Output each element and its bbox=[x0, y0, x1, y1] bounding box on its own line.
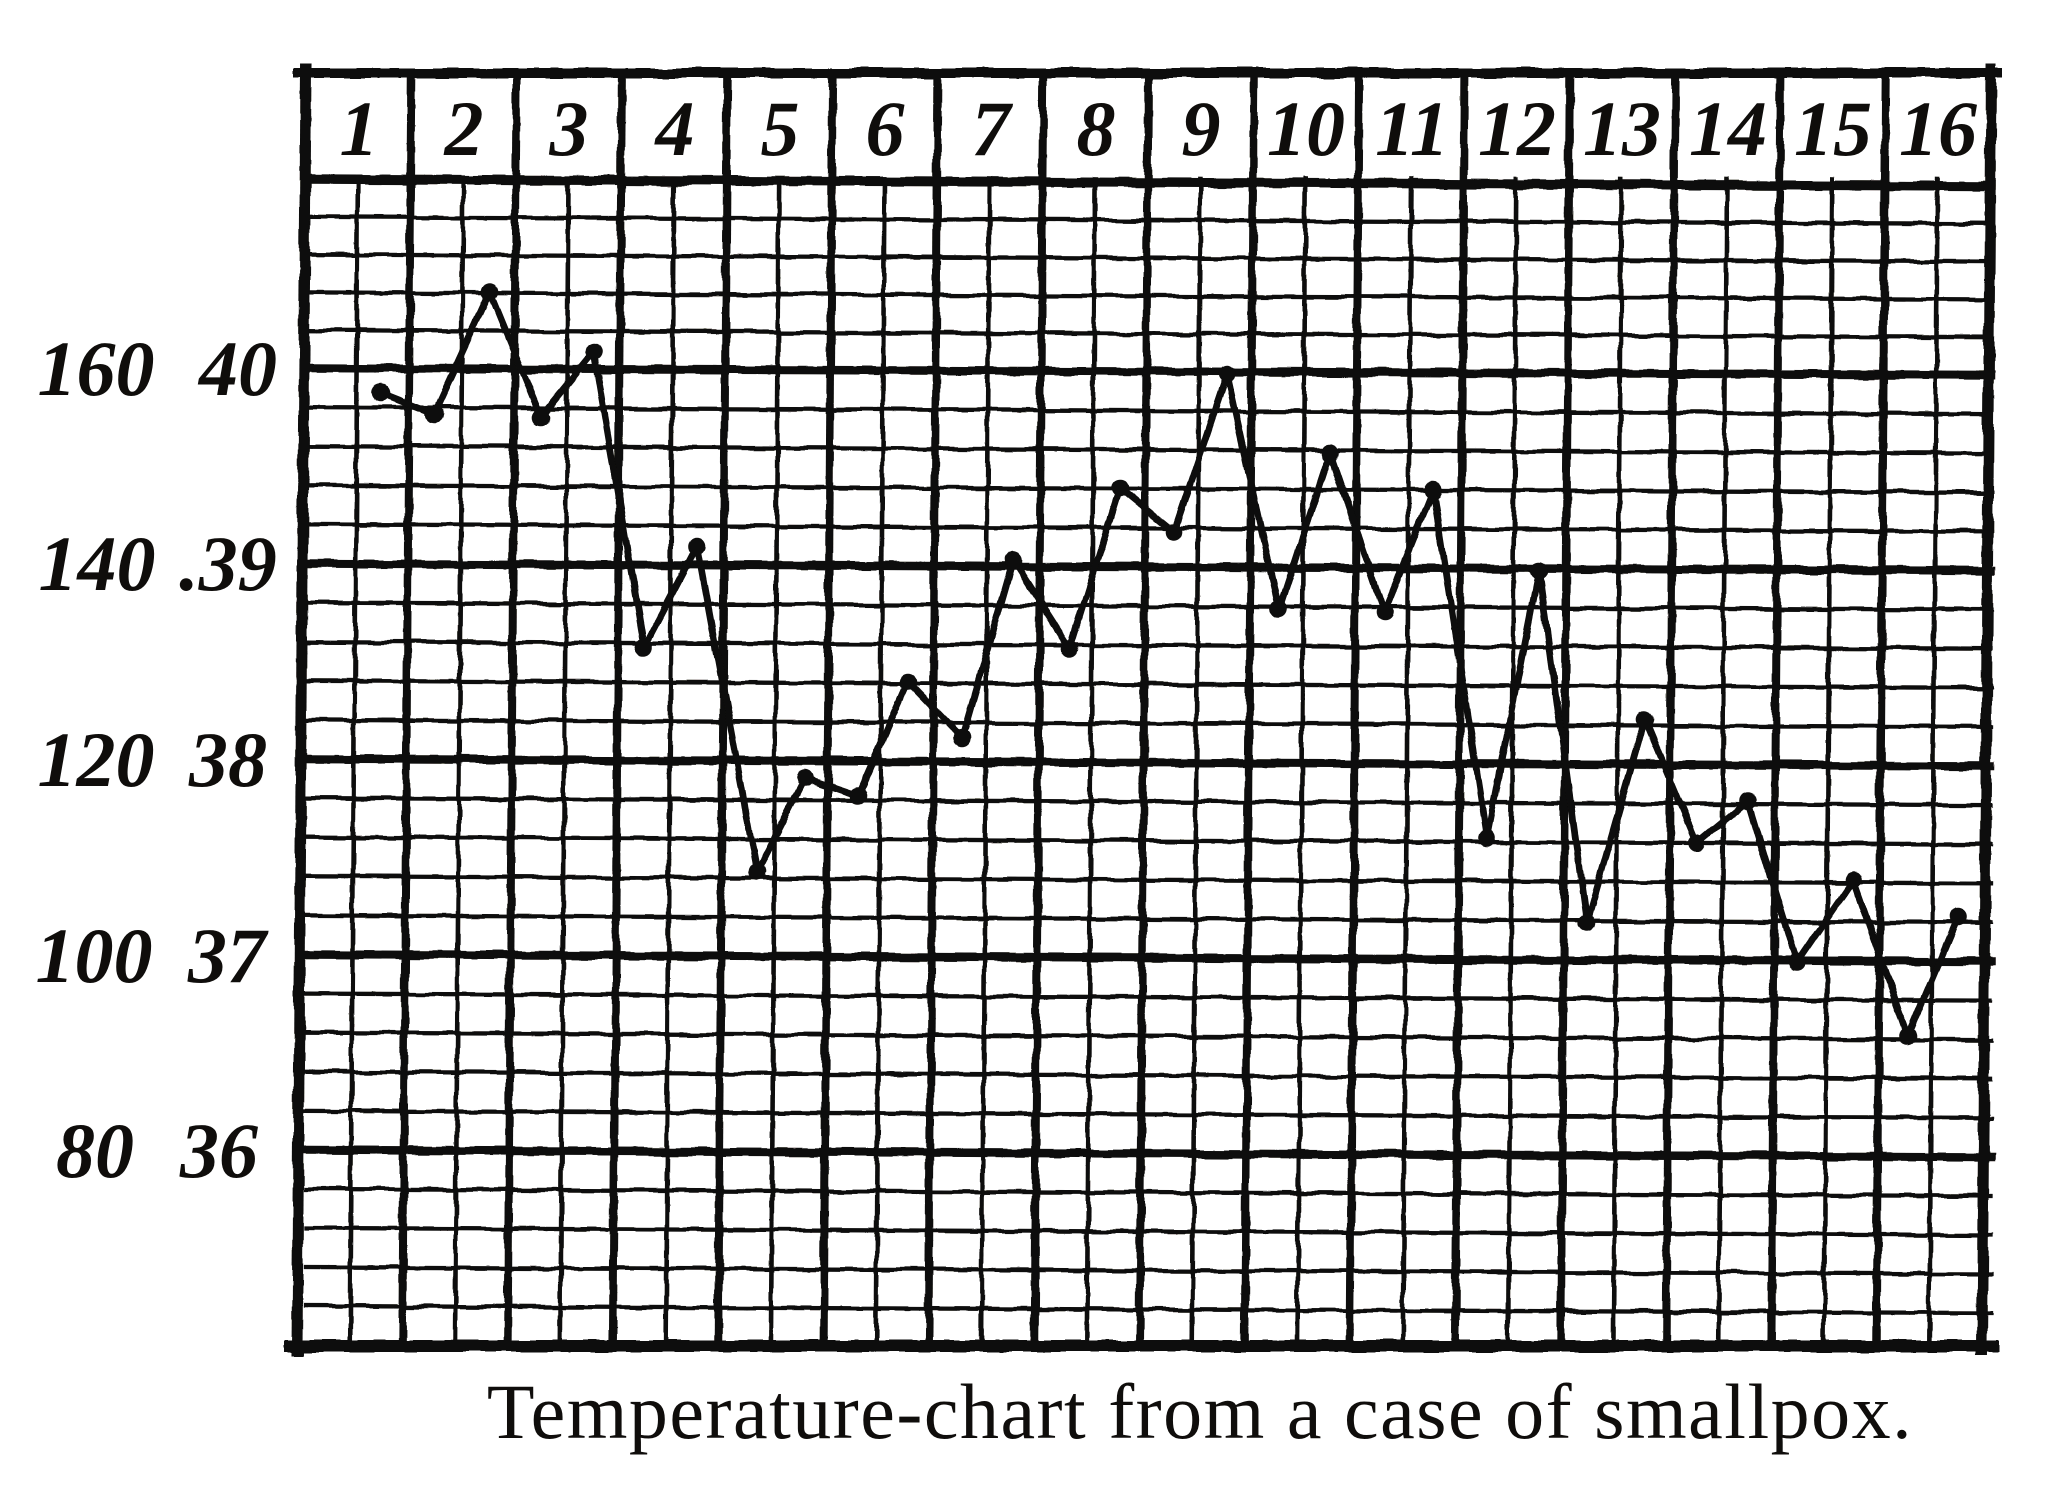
svg-text:Temperature-chart from a case: Temperature-chart from a case of smallpo… bbox=[487, 1368, 1913, 1455]
svg-text:6: 6 bbox=[866, 85, 905, 172]
svg-text:1: 1 bbox=[340, 85, 379, 172]
svg-text:36: 36 bbox=[179, 1107, 258, 1194]
svg-text:8: 8 bbox=[1077, 85, 1116, 172]
svg-text:7: 7 bbox=[972, 85, 1014, 172]
svg-text:40: 40 bbox=[197, 325, 277, 412]
svg-text:11: 11 bbox=[1375, 85, 1449, 172]
svg-text:80: 80 bbox=[56, 1107, 134, 1194]
svg-text:160: 160 bbox=[38, 325, 155, 412]
svg-text:5: 5 bbox=[761, 85, 800, 172]
svg-text:9: 9 bbox=[1182, 85, 1221, 172]
svg-text:3: 3 bbox=[549, 85, 589, 172]
svg-text:15: 15 bbox=[1794, 85, 1872, 172]
svg-text:120: 120 bbox=[38, 716, 155, 803]
svg-text:12: 12 bbox=[1478, 85, 1556, 172]
svg-text:4: 4 bbox=[654, 85, 695, 172]
svg-text:10: 10 bbox=[1267, 85, 1345, 172]
svg-text:2: 2 bbox=[444, 85, 484, 172]
svg-text:140: 140 bbox=[39, 520, 156, 607]
svg-text:100: 100 bbox=[36, 912, 153, 999]
svg-text:38: 38 bbox=[188, 716, 267, 803]
svg-text:.39: .39 bbox=[179, 520, 277, 607]
svg-text:37: 37 bbox=[187, 912, 269, 999]
svg-text:13: 13 bbox=[1583, 85, 1661, 172]
svg-text:14: 14 bbox=[1689, 85, 1767, 172]
svg-text:16: 16 bbox=[1899, 85, 1977, 172]
